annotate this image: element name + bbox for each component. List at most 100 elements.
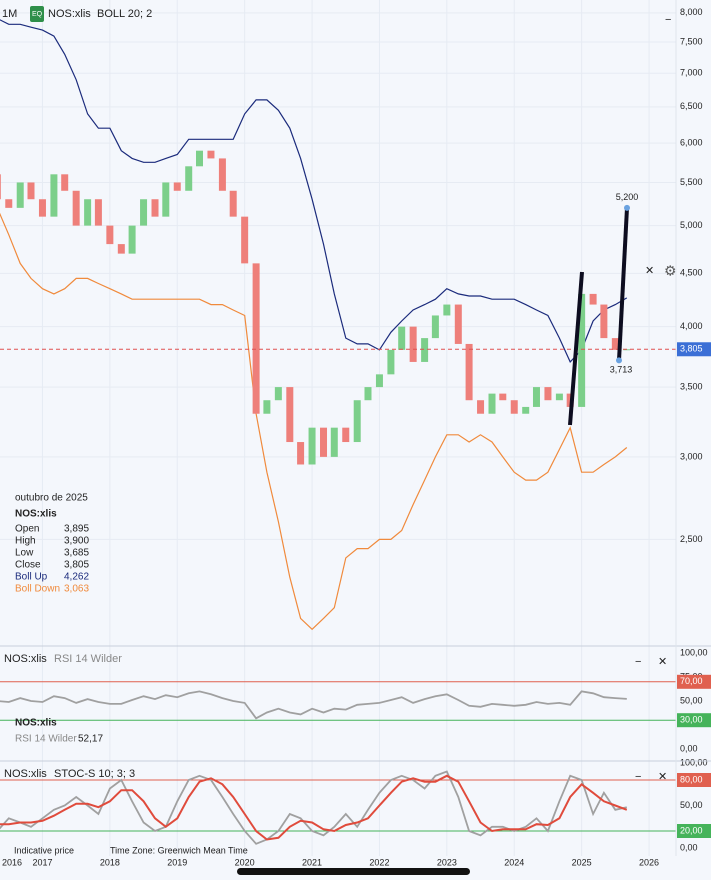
y-tick-label: 7,000 [680,68,703,78]
candle [308,427,316,465]
y-tick-label: 0,00 [680,743,698,753]
y-tick-label: 4,500 [680,268,703,278]
candle [94,199,102,226]
x-tick-label: 2016 [2,857,22,867]
last-price-box [677,342,711,357]
candle [106,225,114,245]
x-tick-label: 2019 [167,857,187,867]
candle [173,182,181,191]
candle [353,400,361,443]
candle [140,199,148,226]
level-box [677,674,711,689]
scrollbar[interactable] [237,868,470,875]
candle [297,442,305,465]
interval[interactable]: 1M [2,8,17,20]
candle [600,304,608,339]
symbol[interactable]: NOS:xlis [48,8,91,20]
delete-drawing[interactable]: ✕ [645,265,654,277]
annotation-label: 3,713 [610,365,633,375]
info-value: 4,262 [64,572,89,583]
drawing-settings[interactable]: ⚙ [664,263,677,279]
candle [342,427,350,443]
info-label: Open [15,524,39,535]
minimize-button[interactable]: − [665,14,671,26]
candle [0,174,1,200]
info-label: High [15,536,36,547]
stoch-indicator: STOC-S 10; 3; 3 [54,768,135,780]
close-button[interactable]: ✕ [658,771,667,783]
candle [330,427,338,457]
y-tick-label: 0,00 [680,842,698,852]
x-tick-label: 2026 [639,857,659,867]
candle [38,199,46,217]
candle [510,400,518,414]
candle [477,400,485,414]
level-box [677,824,711,838]
candle [263,400,271,414]
info-value: 3,805 [64,560,89,571]
level-box [677,773,711,787]
candle [241,216,249,264]
drawn-trend-line [617,207,629,361]
minimize-button[interactable]: − [635,656,641,668]
y-tick-label: 8,000 [680,7,703,17]
info-label: Low [15,548,34,559]
candle [454,304,462,344]
candle [409,326,417,362]
candle [499,393,507,401]
indicator-line [0,774,628,841]
level-label: 30,00 [680,715,703,725]
footer-note: Indicative price [14,845,74,855]
candle [398,326,406,350]
x-tick-label: 2022 [369,857,389,867]
candle [555,393,563,401]
indicator[interactable]: BOLL 20; 2 [97,8,152,20]
candle [151,199,159,217]
y-tick-label: 6,000 [680,137,703,147]
candle [185,166,193,191]
candle [16,182,24,208]
candle [443,304,451,316]
y-tick-label: 100,00 [680,757,708,767]
candle [218,158,226,191]
y-tick-label: 2,500 [680,534,703,544]
candle [421,338,429,362]
drawn-trend-line[interactable] [568,271,584,426]
bollinger-band [0,19,628,363]
y-tick-label: 3,000 [680,451,703,461]
candle [286,387,294,443]
candle [27,182,35,200]
candle [195,150,203,167]
candle [207,150,215,159]
rsi-indicator: RSI 14 Wilder [54,653,122,665]
close-button[interactable]: ✕ [658,656,667,668]
y-tick-label: 6,500 [680,101,703,111]
badge: EQ [32,11,43,18]
info-value: 3,063 [64,584,89,595]
info-value: 3,685 [64,548,89,559]
bollinger-band [0,212,628,631]
candle [578,293,586,407]
rsi-title: NOS:xlis [4,653,47,665]
candle [387,349,395,375]
candle [431,315,439,339]
rsi-legend-name: RSI 14 Wilder [15,734,77,745]
y-tick-label: 7,500 [680,36,703,46]
candle [274,387,282,401]
candle [50,174,58,217]
x-tick-label: 2025 [572,857,592,867]
indicator-line [0,690,627,720]
level-label: 70,00 [680,676,703,686]
y-tick-label: 5,500 [680,177,703,187]
y-tick-label: 100,00 [680,647,708,657]
x-tick-label: 2017 [32,857,52,867]
candle [229,190,237,217]
x-tick-label: 2024 [504,857,524,867]
candle [117,244,125,254]
info-label: Close [15,560,41,571]
candle [544,387,552,401]
candle [375,374,383,388]
info-label: Boll Up [15,572,48,583]
minimize-button[interactable]: − [635,771,641,783]
